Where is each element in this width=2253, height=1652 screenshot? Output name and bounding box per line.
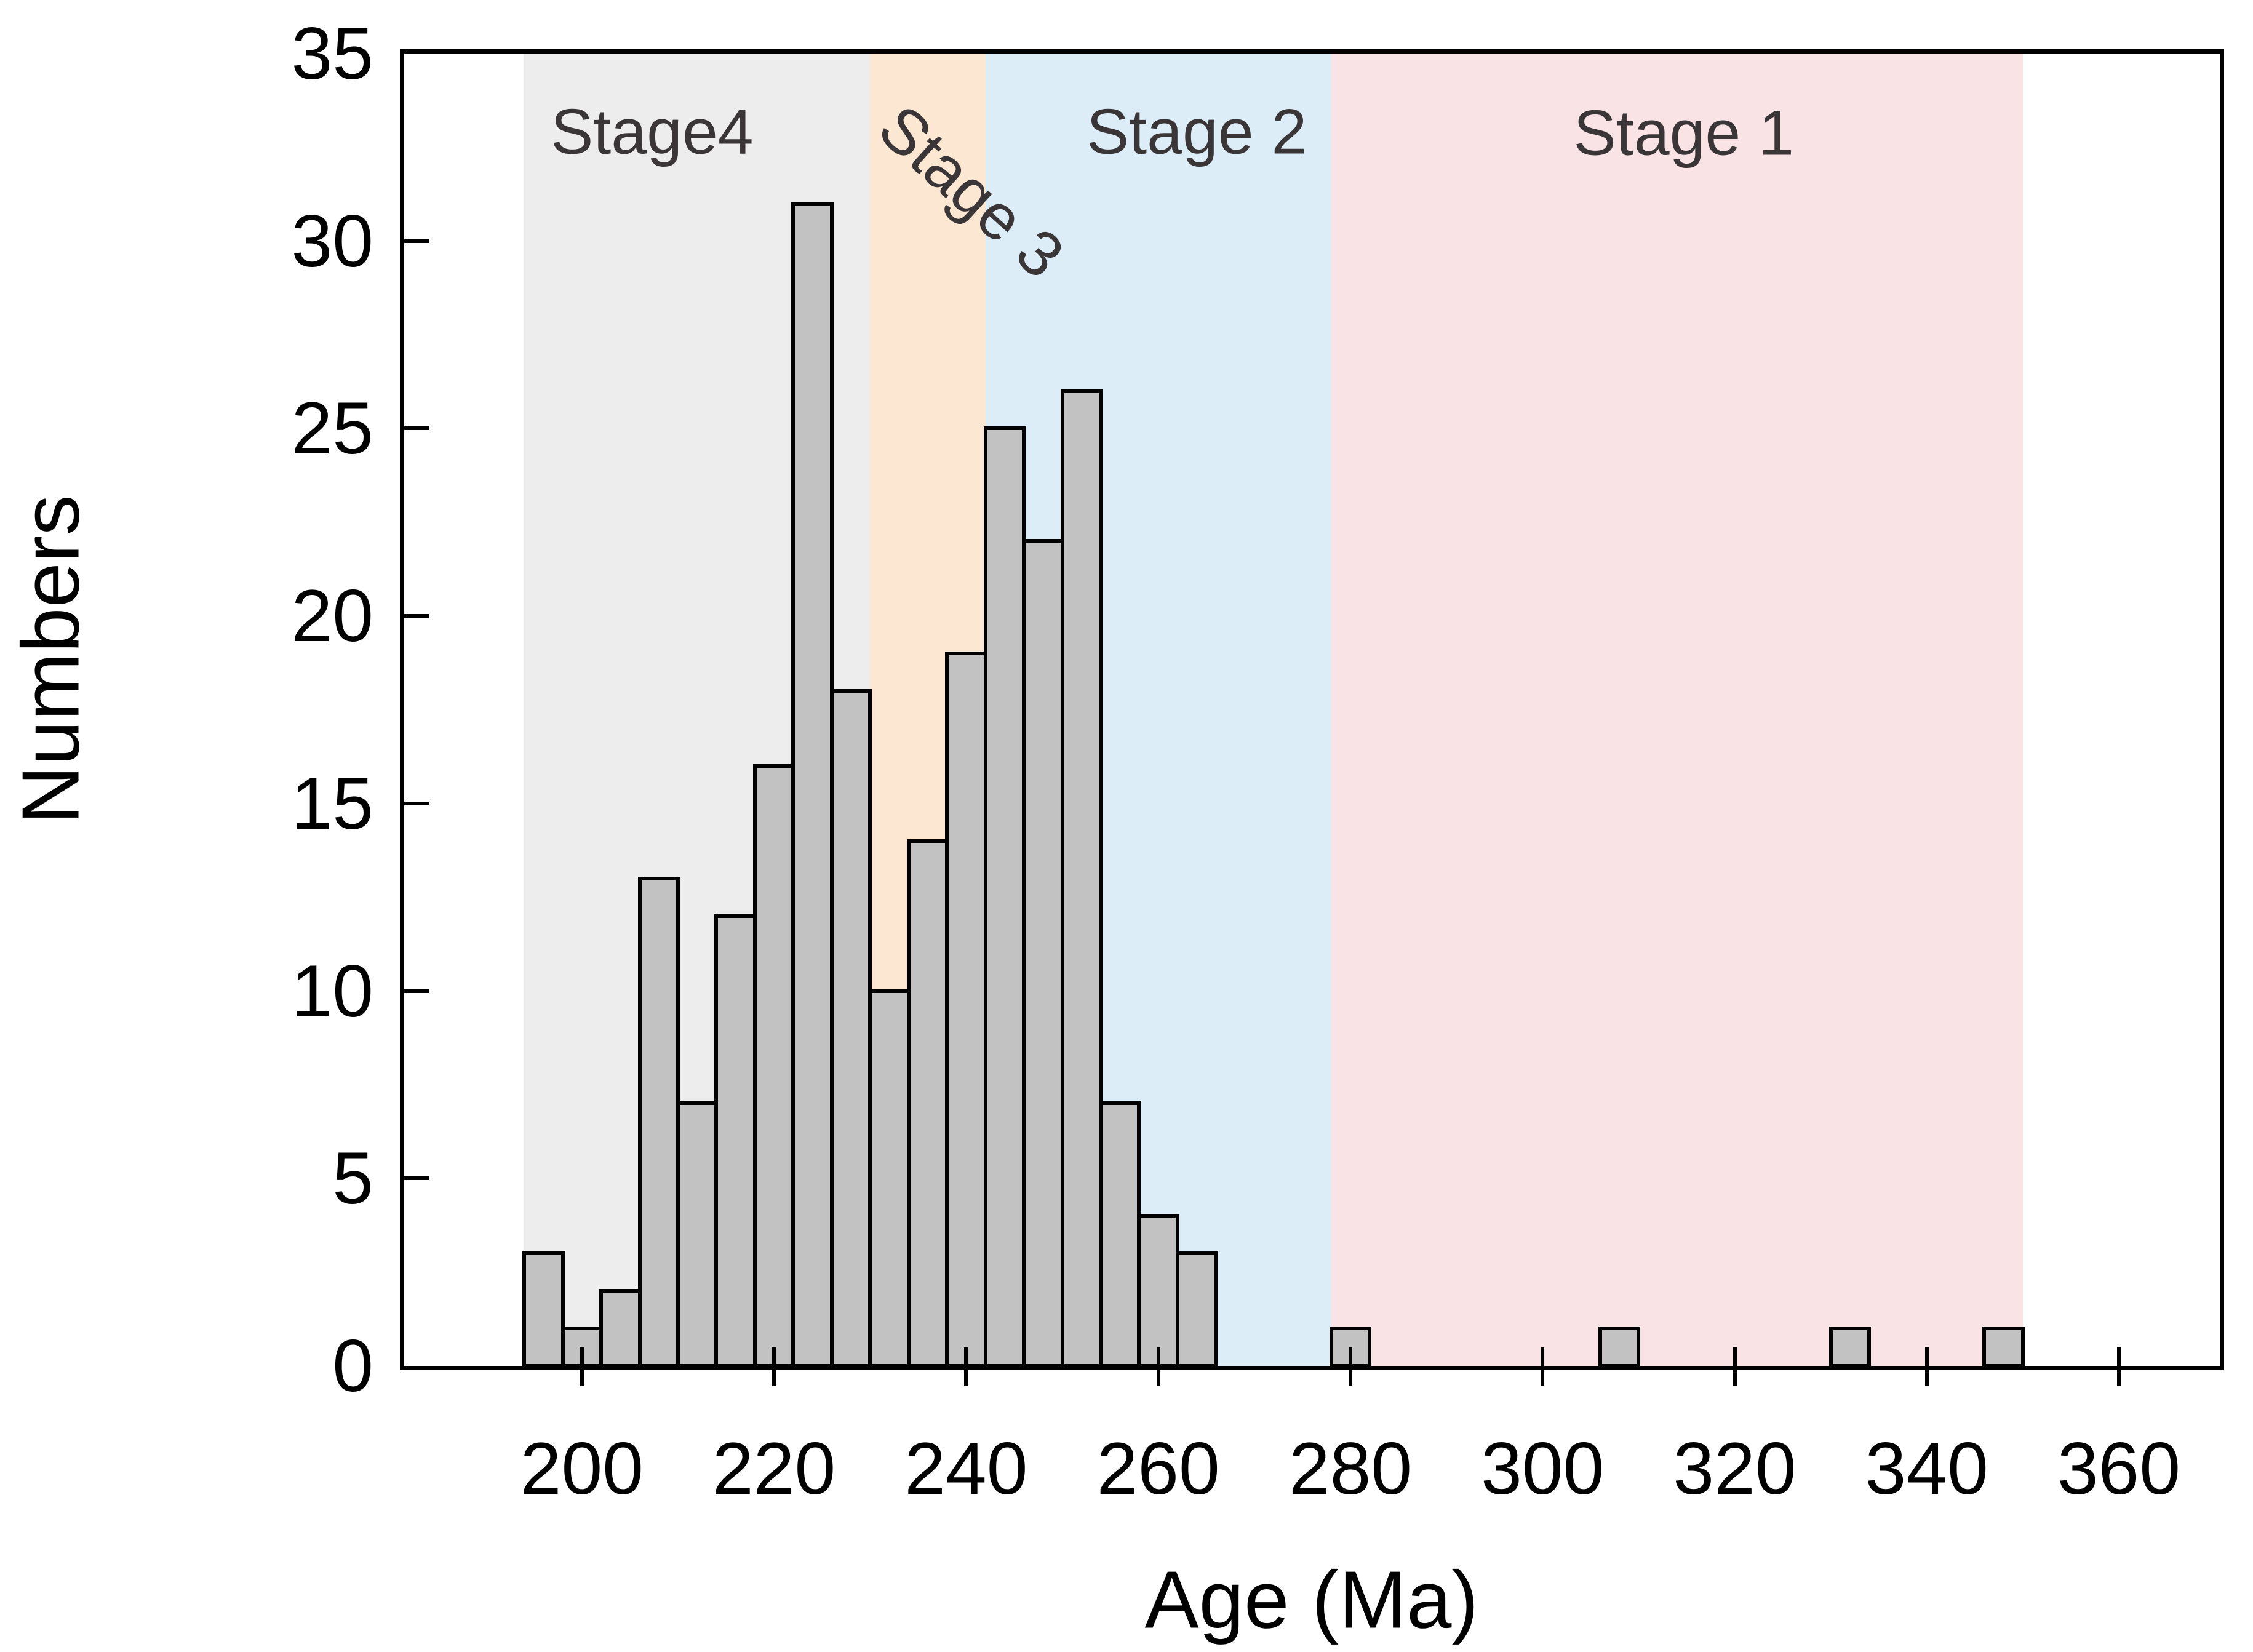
x-axis-tick-label: 300	[1481, 1427, 1605, 1510]
histogram-bar	[1175, 1251, 1218, 1368]
x-axis-tick-label: 220	[712, 1427, 836, 1510]
x-axis-tick-label: 360	[2057, 1427, 2181, 1510]
histogram-bar	[1060, 389, 1103, 1368]
histogram-bar	[829, 689, 872, 1368]
x-axis-tick-label: 280	[1288, 1427, 1413, 1510]
x-axis-tick-label: 260	[1096, 1427, 1220, 1510]
stage-label-stage-2: Stage 2	[1086, 96, 1307, 168]
y-axis-title: Numbers	[5, 495, 96, 824]
y-axis-tick-label: 30	[291, 199, 373, 282]
x-axis-tick	[2117, 1347, 2121, 1386]
stage-label-stage-1: Stage 1	[1573, 97, 1795, 169]
x-axis-tick	[1733, 1347, 1737, 1386]
x-axis-tick	[772, 1347, 776, 1386]
y-axis-tick	[404, 426, 429, 431]
y-axis-tick-label: 20	[291, 575, 373, 658]
stage-label-stage4: Stage4	[551, 96, 754, 168]
stage-label-stage-3: Stage 3	[865, 91, 1077, 292]
x-axis-tick-label: 340	[1865, 1427, 1988, 1510]
x-axis-tick	[580, 1347, 584, 1386]
plot-frame	[400, 49, 2224, 1370]
y-axis-tick	[404, 989, 429, 993]
x-axis-tick-label: 320	[1673, 1427, 1796, 1510]
y-axis-tick	[404, 614, 429, 618]
x-axis-tick-label: 200	[520, 1427, 644, 1510]
x-axis-tick	[1156, 1347, 1160, 1386]
histogram-bar	[1598, 1327, 1641, 1368]
histogram-bar	[1098, 1101, 1141, 1368]
x-axis-tick	[1348, 1347, 1352, 1386]
y-axis-tick-label: 15	[291, 762, 373, 845]
y-axis-tick-label: 10	[291, 949, 373, 1032]
y-axis-tick	[404, 1176, 429, 1181]
x-axis-tick-label: 240	[904, 1427, 1028, 1510]
y-axis-tick	[404, 801, 429, 805]
y-axis-tick-label: 35	[291, 12, 373, 95]
y-axis-tick-label: 25	[291, 387, 373, 470]
histogram-bar	[1982, 1327, 2025, 1368]
x-axis-tick	[1541, 1347, 1545, 1386]
histogram-bar	[752, 764, 796, 1368]
x-axis-tick	[1924, 1347, 1929, 1386]
x-axis-title: Age (Ma)	[1144, 1554, 1479, 1645]
x-axis-tick	[964, 1347, 968, 1386]
y-axis-tick-label: 5	[332, 1137, 373, 1220]
y-axis-tick-label: 0	[332, 1325, 373, 1407]
histogram-bar	[522, 1251, 565, 1368]
histogram-bar	[1828, 1327, 1872, 1368]
stage-band-stage-1	[1331, 54, 2023, 1366]
histogram-bar	[983, 426, 1026, 1368]
y-axis-tick	[404, 239, 429, 243]
